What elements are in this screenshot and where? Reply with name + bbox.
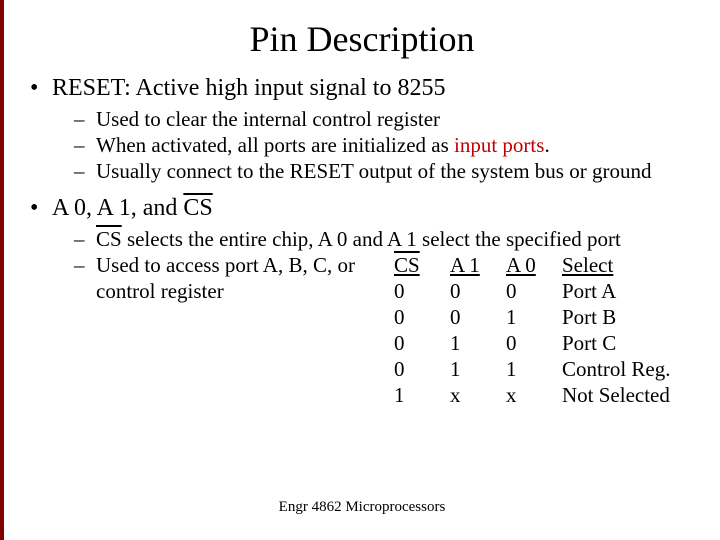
slide-footer: Engr 4862 Microprocessors: [4, 499, 720, 516]
port-select-table: CS A 1 A 0 Select 0 0 0 Port A 0 0 1: [394, 252, 692, 408]
sub-item: – CS selects the entire chip, A 0 and A …: [74, 226, 708, 252]
cell: 1: [450, 356, 506, 382]
sub-item-with-table: – Used to access port A, B, C, or contro…: [74, 252, 708, 408]
slide-body: • RESET: Active high input signal to 825…: [30, 74, 708, 418]
bullet-reset: • RESET: Active high input signal to 825…: [30, 74, 708, 102]
dash-icon: –: [74, 132, 96, 158]
sub-text: Used to clear the internal control regis…: [96, 106, 708, 132]
cell: 1: [506, 356, 562, 382]
cell: Port C: [562, 330, 692, 356]
cell: 0: [394, 330, 450, 356]
col-select: Select: [562, 252, 692, 278]
cell: 0: [506, 330, 562, 356]
sub-list-reset: – Used to clear the internal control reg…: [74, 106, 708, 184]
cell: 0: [394, 304, 450, 330]
sub-item: – Usually connect to the RESET output of…: [74, 158, 708, 184]
table-row: 0 0 1 Port B: [394, 304, 692, 330]
bullet-reset-text: RESET: Active high input signal to 8255: [52, 74, 708, 102]
cell: Not Selected: [562, 382, 692, 408]
slide: Pin Description • RESET: Active high inp…: [0, 0, 720, 540]
cs-overline: CS: [183, 195, 212, 221]
sub-text: Used to access port A, B, C, or control …: [96, 252, 386, 408]
bullet-dot-icon: •: [30, 194, 52, 222]
sub-text: CS selects the entire chip, A 0 and A 1 …: [96, 226, 708, 252]
sub-text: When activated, all ports are initialize…: [96, 132, 708, 158]
slide-title: Pin Description: [4, 0, 720, 68]
sub-list-cs: – CS selects the entire chip, A 0 and A …: [74, 226, 708, 408]
table-row: 0 1 1 Control Reg.: [394, 356, 692, 382]
cell: x: [506, 382, 562, 408]
dash-icon: –: [74, 226, 96, 252]
col-cs: CS: [394, 252, 450, 278]
cs-overline: CS: [96, 227, 122, 251]
dash-icon: –: [74, 106, 96, 132]
cell: Port A: [562, 278, 692, 304]
sub-text: Usually connect to the RESET output of t…: [96, 158, 708, 184]
cell: x: [450, 382, 506, 408]
cell: Control Reg.: [562, 356, 692, 382]
cell: 1: [394, 382, 450, 408]
table-row: 1 x x Not Selected: [394, 382, 692, 408]
dash-icon: –: [74, 252, 96, 408]
cell: 0: [394, 356, 450, 382]
cell: 1: [506, 304, 562, 330]
sub-item: – When activated, all ports are initiali…: [74, 132, 708, 158]
highlight-input-ports: input ports: [454, 133, 544, 157]
cell: 1: [450, 330, 506, 356]
cell: Port B: [562, 304, 692, 330]
col-a0: A 0: [506, 252, 562, 278]
sub-item: – Used to clear the internal control reg…: [74, 106, 708, 132]
cell: 0: [506, 278, 562, 304]
cell: 0: [450, 278, 506, 304]
bullet-a0-a1-cs: • A 0, A 1, and CS: [30, 194, 708, 222]
col-a1: A 1: [450, 252, 506, 278]
table-row: 0 0 0 Port A: [394, 278, 692, 304]
table-row: 0 1 0 Port C: [394, 330, 692, 356]
table-header-row: CS A 1 A 0 Select: [394, 252, 692, 278]
cell: 0: [394, 278, 450, 304]
cell: 0: [450, 304, 506, 330]
bullet-dot-icon: •: [30, 74, 52, 102]
dash-icon: –: [74, 158, 96, 184]
bullet-a0-a1-cs-text: A 0, A 1, and CS: [52, 194, 708, 222]
